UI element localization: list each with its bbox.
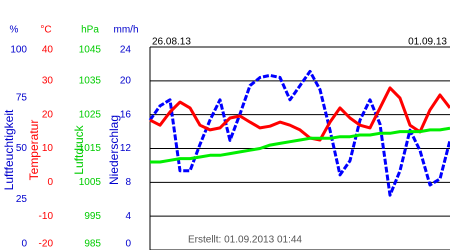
y-tick-label: 1045 [79,45,102,56]
y-tick-label: 10 [42,143,54,154]
y-tick-label: 16 [120,109,132,120]
axis-unit: hPa [81,25,99,36]
y-tick-label: 0 [21,239,27,250]
x-label-start: 26.08.13 [152,37,191,48]
y-tick-label: 24 [120,45,132,56]
axis-title: Temperatur [27,120,41,181]
footer: Erstellt: 01.09.2013 01:44 [188,235,302,246]
y-tick-label: 4 [125,211,131,222]
y-tick-label: 30 [42,75,54,86]
y-tick-label: 40 [42,45,54,56]
y-tick-label: 8 [125,177,131,188]
axis-unit: °C [40,25,51,36]
y-tick-label: 12 [120,143,132,154]
y-tick-label: 50 [16,143,28,154]
y-tick-label: 20 [42,109,54,120]
y-tick-label: 100 [10,45,27,56]
axis-unit: % [10,25,19,36]
y-tick-label: 0 [47,177,53,188]
y-tick-label: 20 [120,75,132,86]
x-label-end: 01.09.13 [408,37,447,48]
y-tick-label: 1035 [79,75,102,86]
axis-unit: mm/h [114,25,139,36]
y-tick-label: 0 [125,239,131,250]
y-tick-label: -20 [39,239,54,250]
y-tick-label: 1005 [79,177,102,188]
axis-title: Niederschlag [107,115,121,185]
axis-title: Luftfeuchtigkeit [2,109,16,190]
series-line [148,69,450,197]
y-tick-label: 25 [16,194,28,205]
series-line [150,126,450,164]
y-tick-label: 995 [84,211,101,222]
y-tick-label: 1015 [79,143,102,154]
y-tick-label: -10 [39,211,54,222]
series-line [149,86,450,142]
axis-title: Luftdruck [72,124,86,174]
y-tick-label: 985 [84,239,101,250]
y-tick-label: 1025 [79,109,102,120]
y-tick-label: 75 [16,92,28,103]
